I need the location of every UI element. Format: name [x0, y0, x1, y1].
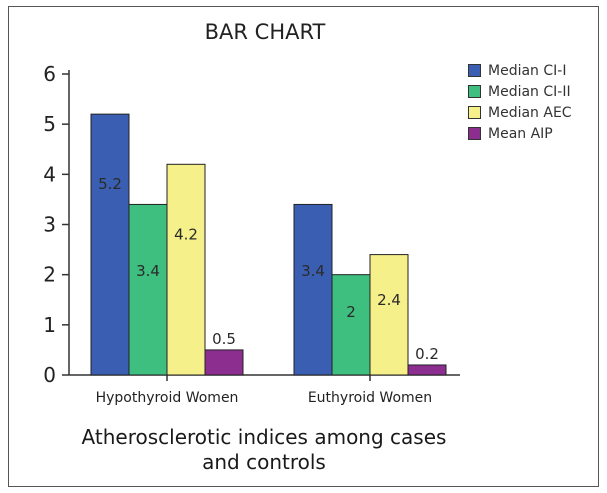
data-label: 0.5 [212, 330, 236, 348]
data-label: 4.2 [174, 225, 198, 243]
x-tick-label: Hypothyroid Women [96, 390, 239, 406]
data-label: 3.4 [301, 262, 325, 280]
bar [166, 163, 206, 376]
chart-legend: Median CI-I Median CI-II Median AEC Mean AI… [468, 60, 572, 144]
chart-caption-line-1: Atherosclerotic indices among cases [81, 425, 447, 449]
legend-swatch [468, 64, 481, 77]
x-tick-label: Euthyroid Women [308, 390, 432, 406]
data-label: 2 [346, 303, 356, 321]
data-label: 0.2 [415, 345, 439, 363]
data-label: 5.2 [98, 175, 122, 193]
bar [293, 203, 333, 376]
y-tick-label: 3 [43, 213, 56, 237]
legend-label: Mean AIP [488, 125, 553, 142]
bar [369, 254, 409, 376]
chart-title: BAR CHART [204, 20, 326, 44]
legend-swatch [468, 106, 481, 119]
data-label: 2.4 [377, 291, 401, 309]
bar [128, 203, 168, 376]
bar [204, 349, 244, 376]
y-tick-label: 6 [43, 62, 56, 86]
y-tick-label: 0 [43, 363, 56, 387]
legend-item: Median AEC [468, 102, 572, 123]
legend-label: Median CI-II [488, 83, 571, 100]
bar [407, 364, 447, 376]
legend-swatch [468, 85, 481, 98]
legend-swatch [468, 127, 481, 140]
y-tick-label: 4 [43, 162, 56, 186]
legend-label: Median CI-I [488, 62, 567, 79]
bar [331, 274, 371, 376]
data-label: 3.4 [136, 262, 160, 280]
legend-item: Median CI-II [468, 81, 572, 102]
legend-label: Median AEC [488, 104, 572, 121]
legend-item: Mean AIP [468, 123, 572, 144]
y-tick-label: 2 [43, 263, 56, 287]
chart-caption-line-2: and controls [202, 450, 326, 474]
bar [90, 113, 130, 376]
legend-item: Median CI-I [468, 60, 572, 81]
y-tick-label: 5 [43, 112, 56, 136]
y-tick-label: 1 [43, 313, 56, 337]
